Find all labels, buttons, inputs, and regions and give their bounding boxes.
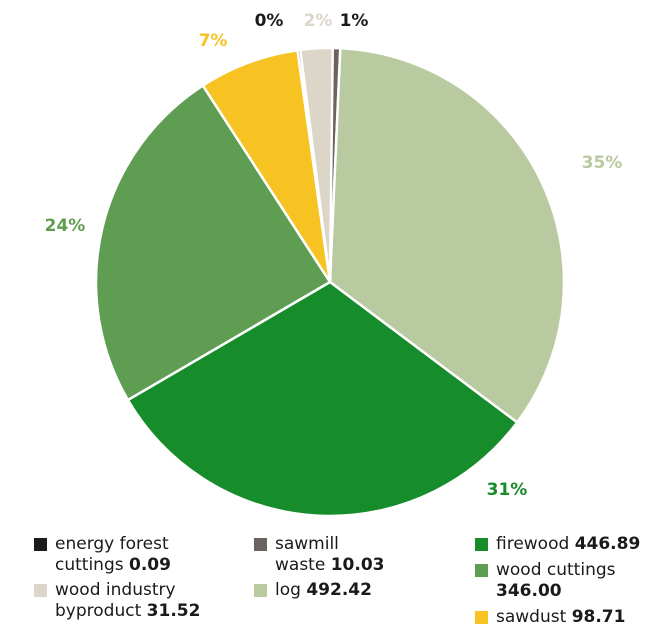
pie-slice-wood-cuttings	[94, 84, 332, 402]
legend-item-log: log 492.42	[254, 580, 372, 601]
pie-slice-log	[328, 46, 566, 424]
legend-value: 10.03	[330, 555, 385, 575]
pie-slice-firewood	[126, 280, 519, 518]
legend-swatch-firewood	[475, 538, 488, 551]
pie-chart: 1% 35% 31% 24% 7% 0% 2%	[45, 11, 623, 518]
legend-swatch-sawmill-waste	[254, 538, 267, 551]
legend-swatch-wood-industry-byproduct	[34, 584, 47, 597]
legend-swatch-log	[254, 584, 267, 597]
pie-percent-labels: 1% 35% 31% 24% 7% 0% 2%	[45, 11, 623, 500]
pie-label-energy-forest-cuttings: 0%	[255, 11, 284, 31]
legend-label: byproduct	[55, 601, 142, 621]
pie-label-wood-industry-byproduct: 2%	[304, 11, 333, 31]
legend-item-sawdust: sawdust 98.71	[475, 607, 625, 628]
legend: energy forest cuttings 0.09 wood industry…	[0, 534, 657, 642]
legend-label: log	[275, 580, 301, 600]
legend-item-wood-cuttings: wood cuttings 346.00	[475, 560, 616, 602]
legend-item-firewood: firewood 446.89	[475, 534, 640, 555]
legend-value: 31.52	[146, 601, 201, 621]
pie-slices	[94, 46, 566, 518]
legend-label: sawdust	[496, 607, 567, 627]
legend-value: 0.09	[129, 555, 171, 575]
legend-label: wood cuttings	[496, 560, 616, 580]
legend-label: firewood	[496, 534, 570, 554]
legend-value: 446.89	[574, 534, 641, 554]
legend-label: cuttings	[55, 555, 124, 575]
legend-swatch-energy-forest-cuttings	[34, 538, 47, 551]
legend-swatch-sawdust	[475, 611, 488, 624]
pie-label-sawmill-waste: 1%	[340, 11, 369, 31]
pie-label-wood-cuttings: 24%	[45, 216, 86, 236]
pie-label-firewood: 31%	[487, 480, 528, 500]
legend-label: energy forest	[55, 534, 169, 554]
pie-slice-wood-industry-byproduct	[299, 46, 334, 284]
legend-item-energy-forest-cuttings: energy forest cuttings 0.09	[34, 534, 171, 576]
legend-label: wood industry	[55, 580, 176, 600]
legend-label: waste	[275, 555, 326, 575]
legend-value: 98.71	[571, 607, 626, 627]
legend-label: sawmill	[275, 534, 339, 554]
legend-swatch-wood-cuttings	[475, 564, 488, 577]
legend-value: 346.00	[496, 581, 562, 601]
pie-label-sawdust: 7%	[199, 31, 228, 51]
pie-label-log: 35%	[582, 153, 623, 173]
legend-item-sawmill-waste: sawmill waste 10.03	[254, 534, 385, 576]
legend-value: 492.42	[306, 580, 372, 600]
legend-item-wood-industry-byproduct: wood industry byproduct 31.52	[34, 580, 200, 622]
